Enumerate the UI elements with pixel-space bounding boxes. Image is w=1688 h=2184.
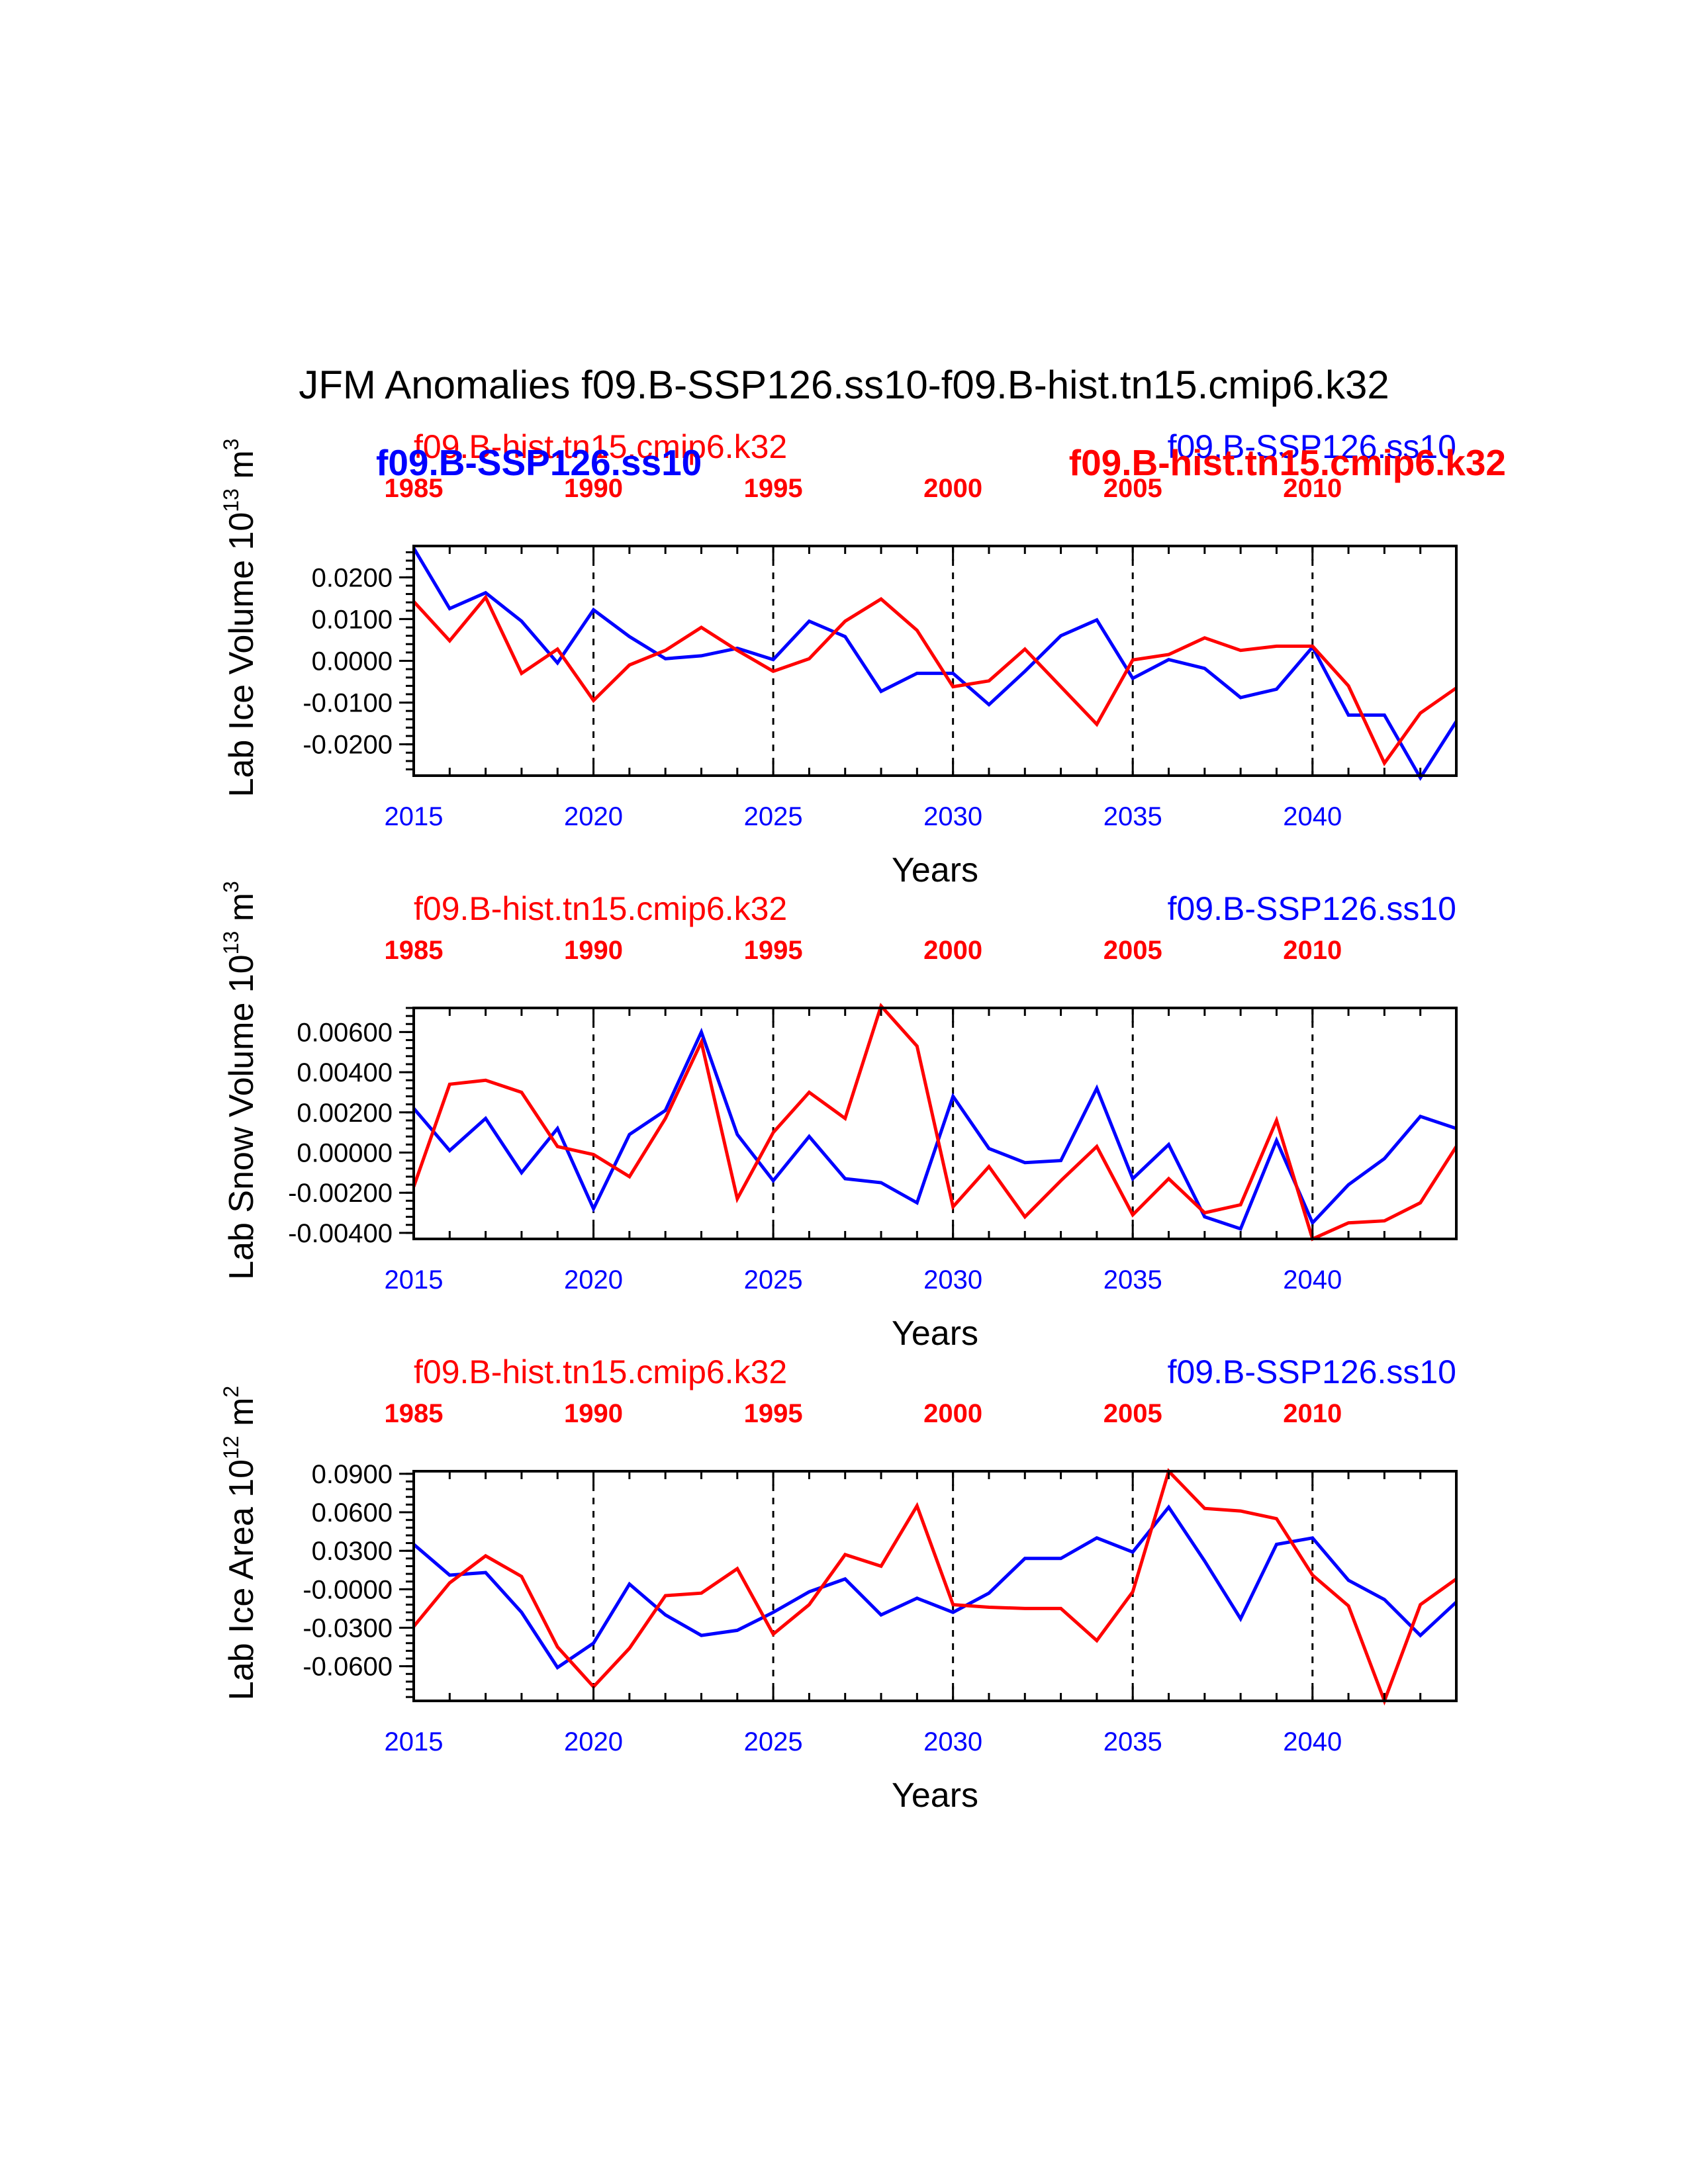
x-tick-label-top: 2005 (1103, 1399, 1162, 1428)
chart-panel-3: 0.0900 0.0600 0.0300 -0.0000 -0.0300 -0.0600 2… (219, 1353, 1458, 1815)
y-tick-label: -0.0300 (303, 1614, 393, 1643)
plot-frame (412, 1470, 1458, 1702)
x-tick-label-top: 2005 (1103, 936, 1162, 965)
y-axis-label: Lab Snow Volume 1013 m3 (219, 881, 261, 1280)
y-axis-label: Lab Ice Area 1012 m2 (219, 1386, 261, 1700)
figure-title: JFM Anomalies f09.B-SSP126.ss10-f09.B-hi… (299, 363, 1389, 407)
x-axis-label: Years (892, 1776, 978, 1815)
x-tick-label-bottom: 2030 (923, 1265, 982, 1295)
x-tick-label-top: 2010 (1283, 936, 1342, 965)
y-tick-label: 0.00000 (297, 1139, 393, 1168)
series-ssp126-line (412, 1027, 1457, 1231)
x-tick-label-bottom: 2020 (564, 1265, 623, 1295)
legend-hist-label: f09.B-hist.tn15.cmip6.k32 (414, 1353, 787, 1390)
y-tick-label: -0.0000 (303, 1575, 393, 1604)
x-tick-label-top: 2010 (1283, 1399, 1342, 1428)
x-tick-label-bottom: 2015 (385, 1727, 444, 1756)
y-tick-label: -0.0100 (303, 689, 393, 718)
x-tick-label-top: 1995 (744, 1399, 803, 1428)
y-axis-label: Lab Ice Volume 1013 m3 (219, 439, 261, 797)
x-tick-label-bottom: 2035 (1103, 1727, 1162, 1756)
series-hist-line (412, 1468, 1458, 1706)
x-tick-label-top: 2000 (923, 936, 982, 965)
y-tick-label: 0.0300 (312, 1537, 393, 1566)
series-hist-line (412, 1003, 1458, 1242)
x-tick-label-top: 1995 (744, 474, 803, 503)
x-tick-label-top: 1985 (385, 936, 444, 965)
y-tick-label: 0.0100 (312, 605, 393, 634)
x-tick-label-top: 1995 (744, 936, 803, 965)
x-tick-label-bottom: 2040 (1283, 1265, 1342, 1295)
series-ssp126-line (412, 547, 1458, 782)
x-axis-label: Years (892, 851, 978, 889)
x-tick-label-bottom: 2025 (744, 1265, 803, 1295)
x-tick-label-bottom: 2020 (564, 802, 623, 831)
y-tick-label: 0.0200 (312, 563, 393, 592)
x-tick-label-bottom: 2020 (564, 1727, 623, 1756)
y-tick-label: 0.0900 (312, 1460, 393, 1489)
series-hist-line (412, 594, 1458, 767)
y-tick-label: -0.0600 (303, 1653, 393, 1682)
legend-hist-label: f09.B-hist.tn15.cmip6.k32 (414, 890, 787, 927)
x-tick-label-bottom: 2035 (1103, 802, 1162, 831)
x-tick-label-bottom: 2015 (385, 1265, 444, 1295)
x-tick-label-bottom: 2035 (1103, 1265, 1162, 1295)
x-tick-label-top: 1990 (564, 936, 623, 965)
x-tick-label-top: 2000 (923, 1399, 982, 1428)
legend-hist-label: f09.B-hist.tn15.cmip6.k32 (414, 428, 787, 465)
x-tick-label-top: 1990 (564, 474, 623, 503)
chart-panel-2: 0.00600 0.00400 0.00200 0.00000 -0.00200 -0.0… (219, 881, 1458, 1353)
legend-hist-bold-label: f09.B-hist.tn15.cmip6.k32 (1069, 442, 1506, 483)
y-tick-label: -0.00400 (288, 1219, 393, 1248)
x-tick-label-top: 1985 (385, 1399, 444, 1428)
x-tick-label-top: 2000 (923, 474, 982, 503)
y-tick-label: 0.0600 (312, 1498, 393, 1527)
y-tick-label: 0.0000 (312, 647, 393, 676)
chart-panel-1: 0.0200 0.0100 0.0000 -0.0100 -0.0200 2015 1985… (219, 428, 1506, 889)
x-tick-label-bottom: 2025 (744, 1727, 803, 1756)
y-tick-label: -0.00200 (288, 1179, 393, 1208)
y-tick-label: -0.0200 (303, 731, 393, 760)
y-tick-label: 0.00600 (297, 1018, 393, 1047)
legend-ssp-label: f09.B-SSP126.ss10 (1168, 890, 1456, 927)
x-tick-label-top: 2010 (1283, 474, 1342, 503)
x-tick-label-bottom: 2040 (1283, 1727, 1342, 1756)
x-tick-label-top: 1990 (564, 1399, 623, 1428)
plot-frame (412, 1007, 1458, 1240)
y-tick-label: 0.00400 (297, 1058, 393, 1087)
x-tick-label-top: 2005 (1103, 474, 1162, 503)
x-tick-label-top: 1985 (385, 474, 444, 503)
y-tick-label: 0.00200 (297, 1099, 393, 1128)
legend-ssp-label: f09.B-SSP126.ss10 (1168, 1353, 1456, 1390)
series-ssp126-line (412, 1504, 1458, 1670)
x-tick-label-bottom: 2015 (385, 802, 444, 831)
x-axis-label: Years (892, 1314, 978, 1353)
legend-ssp-bold-label: f09.B-SSP126.ss10 (376, 442, 702, 483)
x-tick-label-bottom: 2040 (1283, 802, 1342, 831)
legend-ssp-label: f09.B-SSP126.ss10 (1168, 428, 1456, 465)
x-tick-label-bottom: 2030 (923, 802, 982, 831)
x-tick-label-bottom: 2025 (744, 802, 803, 831)
x-tick-label-bottom: 2030 (923, 1727, 982, 1756)
